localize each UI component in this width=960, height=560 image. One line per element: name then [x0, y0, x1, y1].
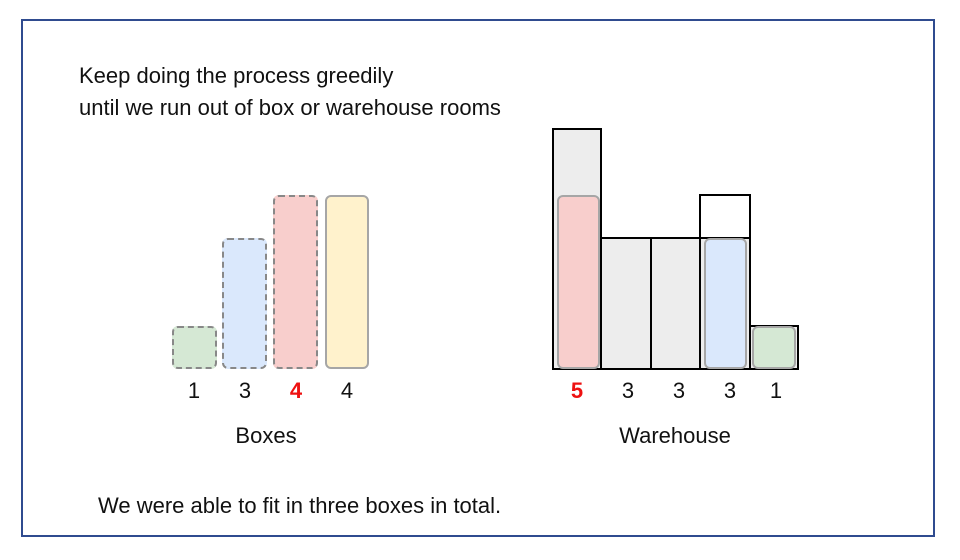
warehouse-room-3 — [650, 237, 701, 370]
warehouse-caption: Warehouse — [619, 423, 731, 448]
warehouse-room-4-top — [699, 194, 751, 239]
footer-note: We were able to fit in three boxes in to… — [98, 493, 502, 518]
box-label: 4 — [340, 378, 354, 403]
room-label-highlight: 5 — [570, 378, 584, 403]
boxes-caption: Boxes — [235, 423, 297, 448]
box-size-4-unplaced — [325, 195, 369, 369]
placed-box-size-3 — [704, 238, 747, 369]
box-label: 3 — [238, 378, 252, 403]
room-label: 3 — [621, 378, 635, 403]
warehouse-room-2 — [600, 237, 652, 370]
placed-box-size-4 — [557, 195, 600, 369]
heading-line-2: until we run out of box or warehouse roo… — [79, 95, 501, 120]
room-label: 1 — [769, 378, 783, 403]
box-size-4-current — [273, 195, 318, 369]
box-size-1 — [172, 326, 217, 369]
box-size-3 — [222, 238, 267, 369]
heading-line-1: Keep doing the process greedily — [79, 63, 394, 88]
placed-box-size-1 — [752, 326, 796, 369]
room-label: 3 — [672, 378, 686, 403]
room-label: 3 — [723, 378, 737, 403]
box-label: 1 — [187, 378, 201, 403]
diagram-frame — [21, 19, 935, 537]
box-label-highlight: 4 — [289, 378, 303, 403]
